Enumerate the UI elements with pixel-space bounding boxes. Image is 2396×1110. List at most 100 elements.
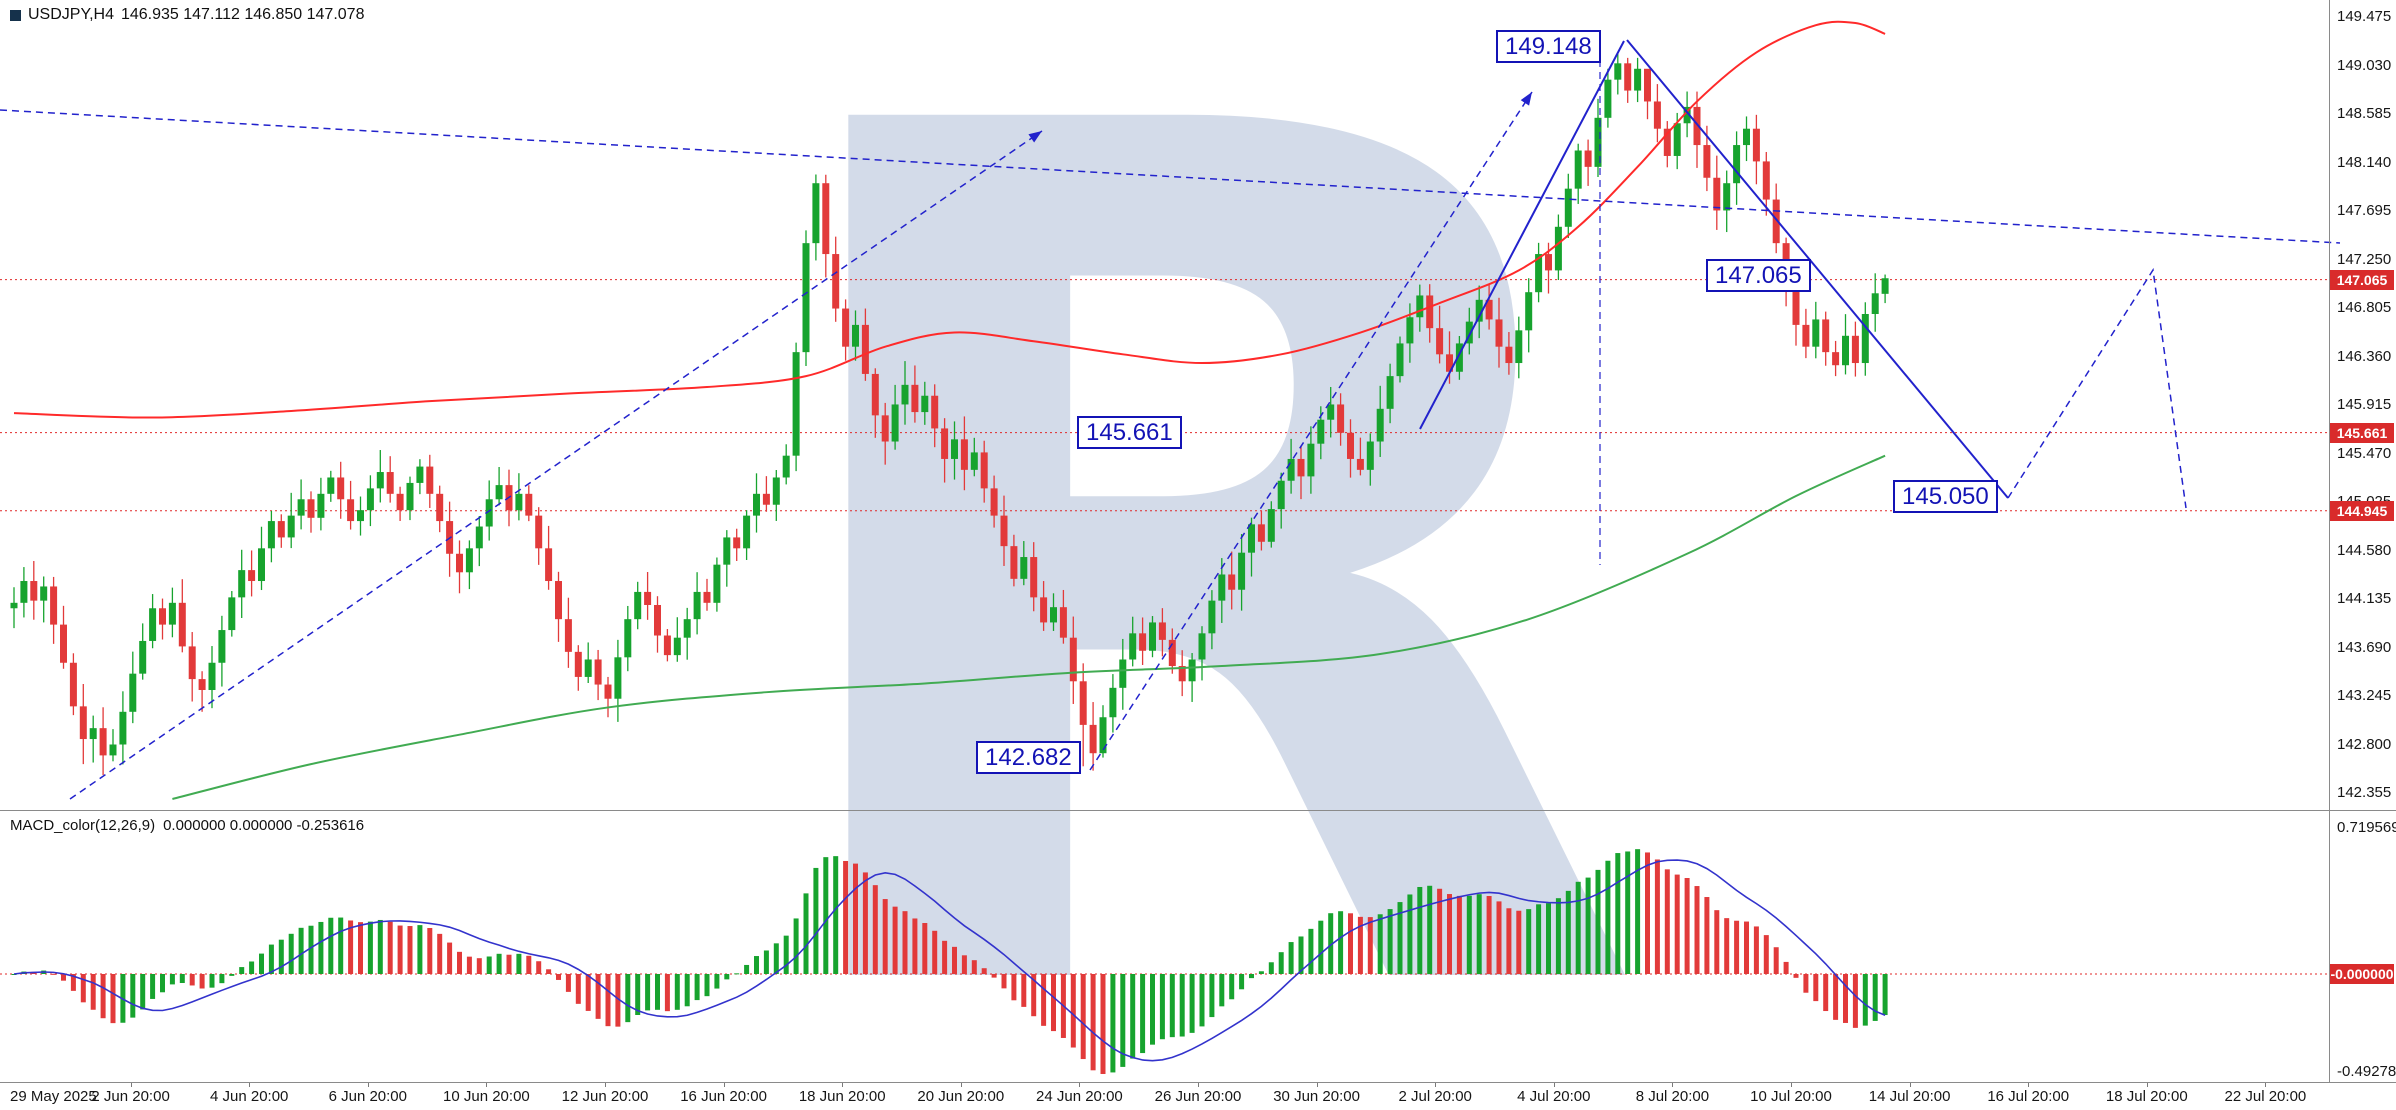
candle [574, 645, 582, 691]
candle [139, 623, 147, 680]
candle [1069, 616, 1077, 704]
macd-bar [1288, 942, 1294, 974]
candle [1168, 628, 1176, 674]
time-axis-tick [1198, 1082, 1199, 1087]
macd-bar [338, 917, 344, 974]
candle [1752, 114, 1760, 185]
candle [69, 653, 77, 716]
macd-bar [922, 923, 928, 974]
macd-bar [1496, 901, 1502, 974]
macd-bar [1803, 974, 1809, 993]
candle [287, 492, 295, 549]
candle [713, 557, 721, 612]
candle [1238, 534, 1246, 611]
candle [1020, 541, 1028, 586]
macd-bar [100, 974, 106, 1019]
macd-bar [169, 974, 175, 985]
macd-bar [367, 921, 373, 974]
candle [1564, 173, 1572, 239]
price-axis-label: 146.360 [2337, 347, 2392, 365]
macd-bar [1872, 974, 1878, 1021]
arrowhead [1028, 131, 1042, 143]
macd-bar [437, 933, 443, 974]
macd-bar [298, 927, 304, 974]
candle [921, 381, 929, 425]
candle [1436, 305, 1444, 364]
time-axis-label: 18 Jul 20:00 [2105, 1088, 2188, 1105]
candle [1822, 311, 1830, 366]
candle [1089, 702, 1097, 771]
candle [60, 605, 67, 669]
macd-bar [328, 917, 334, 974]
candle [20, 567, 28, 618]
macd-bar [1328, 913, 1334, 974]
candle [1812, 301, 1820, 359]
macd-bar [674, 974, 680, 1010]
candle [475, 516, 483, 567]
indicator-params: (12,26,9) [95, 817, 156, 834]
candle [109, 729, 117, 762]
candle [1059, 589, 1067, 644]
price-axis-label: 148.140 [2337, 153, 2392, 171]
candle [1030, 542, 1038, 612]
candle [307, 491, 315, 533]
macd-signal-line [13, 859, 1886, 1062]
candle [30, 561, 38, 620]
candle [891, 384, 899, 450]
candle [703, 578, 711, 611]
macd-bar [724, 974, 730, 980]
time-axis-tick [1316, 1082, 1318, 1087]
candle [1050, 593, 1057, 631]
candle [386, 456, 394, 503]
candle [436, 485, 444, 533]
macd-bar [872, 885, 878, 974]
macd-bar [417, 925, 423, 974]
time-axis-label: 18 Jun 20:00 [798, 1088, 886, 1105]
macd-bar [427, 928, 433, 974]
price-axis-label: 146.805 [2337, 299, 2392, 316]
macd-bar [130, 974, 136, 1018]
macd-bar [318, 921, 324, 974]
forecast-zigzag [2007, 267, 2187, 509]
candle [1277, 472, 1285, 529]
candle [772, 470, 780, 521]
macd-bar [239, 967, 245, 974]
candle [654, 596, 661, 653]
macd-bar [348, 920, 354, 974]
macd-bar [1387, 909, 1393, 974]
macd-bar [1427, 885, 1433, 974]
candle [1594, 98, 1602, 177]
candle [683, 607, 691, 660]
macd-bar [1734, 920, 1740, 974]
candle [1574, 143, 1582, 204]
candle [1634, 57, 1642, 103]
candle [396, 486, 404, 521]
time-axis-label: 2 Jun 20:00 [91, 1088, 170, 1105]
candle [733, 528, 741, 561]
macd-bar [61, 974, 66, 981]
candle [604, 676, 612, 718]
macd-bar [862, 872, 868, 974]
macd-bar [259, 953, 264, 974]
macd-bar [1704, 897, 1710, 974]
candle [555, 571, 562, 642]
macd-bar [1150, 974, 1155, 1045]
macd-bar [466, 956, 472, 974]
macd-bar [1209, 974, 1215, 1018]
candle [1505, 332, 1513, 375]
candle [1287, 438, 1295, 494]
time-axis-tick [2265, 1082, 2267, 1087]
macd-bar [1852, 974, 1858, 1028]
macd-bar [773, 943, 779, 974]
macd-bar [1021, 974, 1027, 1007]
price-axis-label: 145.470 [2337, 444, 2392, 462]
time-axis-label: 16 Jul 20:00 [1987, 1088, 2070, 1105]
candle [545, 525, 553, 590]
time-axis-label: 4 Jun 20:00 [209, 1088, 289, 1105]
candle [198, 671, 206, 712]
candle [990, 475, 998, 528]
candle [50, 576, 58, 644]
price-annotation: 149.148 [1496, 30, 1601, 63]
candle [1683, 91, 1691, 138]
